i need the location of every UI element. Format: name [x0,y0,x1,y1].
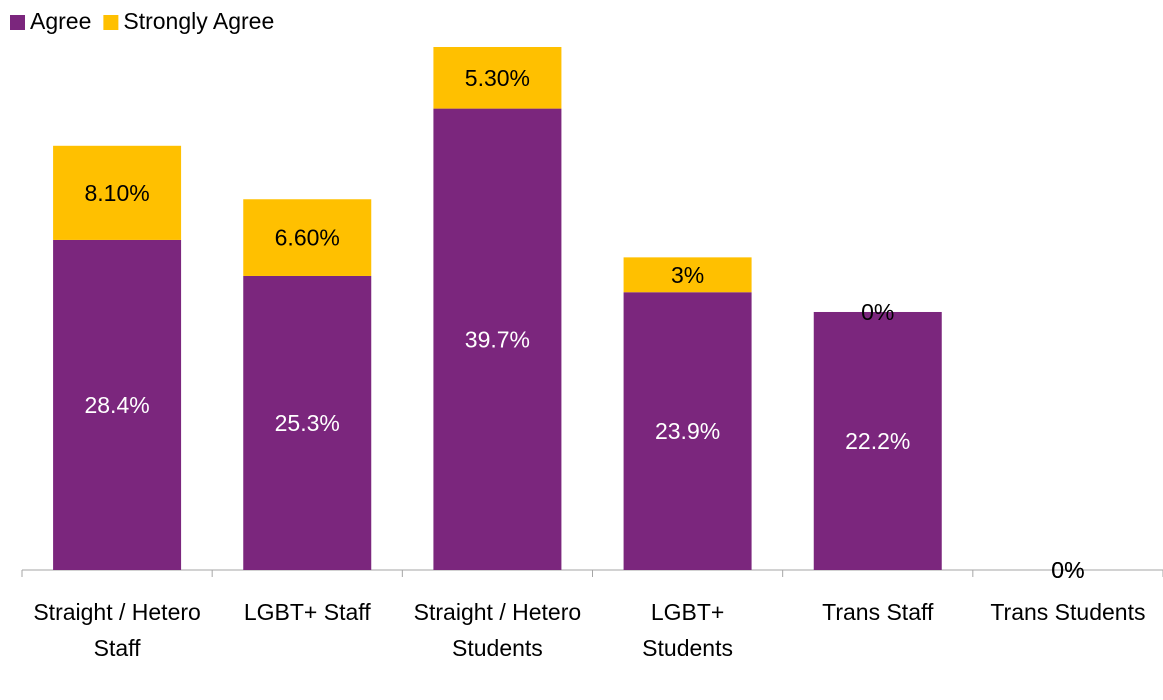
data-label: 39.7% [465,326,530,352]
legend-swatch [103,15,119,30]
data-label: 0% [1051,557,1084,583]
bar-segment [433,108,562,570]
data-label: 3% [671,262,704,288]
data-label: 28.4% [84,392,149,418]
bar-segment [623,292,752,570]
x-tick-label: LGBT+ Students [642,599,733,661]
x-tick-label: Trans Students [990,599,1146,625]
legend-label: Strongly Agree [123,8,274,34]
legend-swatch [10,15,25,30]
data-label: 5.30% [465,65,530,91]
bar-segment [243,275,372,570]
x-tick-label: Straight / Hetero Students [413,599,582,661]
bar-segment [243,199,372,276]
bar-segment [433,47,562,109]
data-label: 23.9% [655,418,720,444]
bar-segment [53,145,182,240]
x-tick-label: Trans Staff [822,599,934,625]
legend-label: Agree [30,8,91,34]
x-tick-label: LGBT+ Staff [243,599,371,625]
data-label: 25.3% [275,410,340,436]
data-label: 22.2% [845,428,910,454]
data-label: 6.60% [275,225,340,251]
data-label: 0% [1051,557,1084,583]
bar-segment [813,311,942,570]
data-label: 0% [861,299,894,325]
data-label: 8.10% [84,180,149,206]
bar-segment [623,257,752,293]
x-tick-label: Straight / Hetero Staff [33,599,201,661]
bar-segment [53,239,182,570]
